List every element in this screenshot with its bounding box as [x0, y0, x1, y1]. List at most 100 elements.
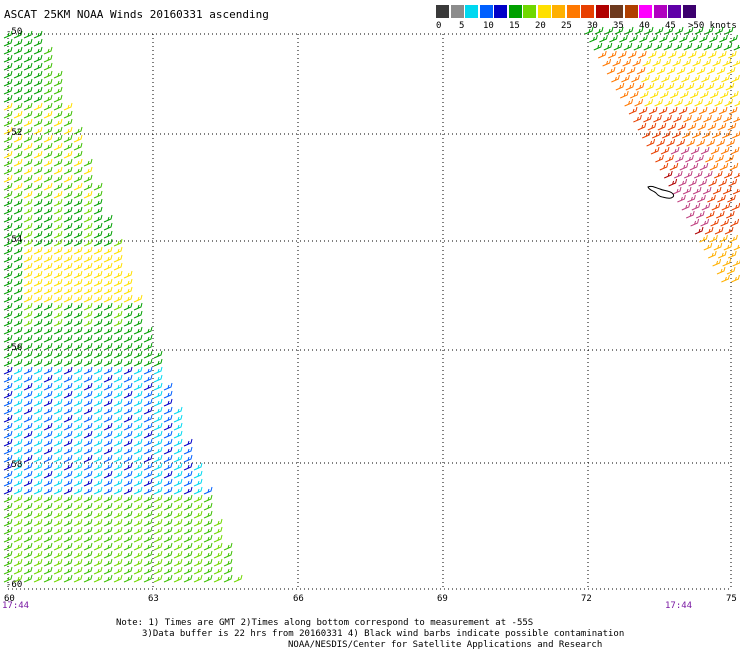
wind-barb: [53, 374, 63, 383]
wind-barb: [651, 74, 660, 83]
wind-barb: [33, 550, 43, 559]
wind-barb: [153, 494, 163, 503]
wind-barb: [43, 206, 53, 215]
legend-swatch: [581, 5, 594, 18]
wind-barb: [93, 510, 103, 519]
wind-barb: [23, 358, 33, 367]
wind-barb: [73, 150, 83, 159]
wind-barb: [23, 438, 33, 447]
wind-barb: [43, 278, 53, 287]
wind-barb: [731, 74, 740, 83]
legend-swatch: [610, 5, 623, 18]
wind-barb: [616, 66, 626, 75]
wind-barb: [23, 494, 33, 503]
wind-barb: [635, 82, 645, 91]
wind-barb: [653, 42, 663, 51]
wind-barb: [63, 158, 73, 167]
wind-barb: [93, 318, 103, 327]
wind-barb: [23, 558, 33, 567]
wind-barb: [695, 82, 705, 91]
wind-barb: [63, 374, 73, 383]
legend-swatch: [436, 5, 449, 18]
wind-barb: [113, 334, 123, 343]
wind-barb: [3, 158, 13, 167]
wind-barb: [153, 382, 163, 391]
wind-barb: [594, 26, 604, 35]
wind-barb: [728, 250, 737, 259]
legend-swatch: [566, 5, 580, 18]
wind-barb: [33, 398, 43, 407]
wind-barb: [53, 238, 63, 247]
wind-barb: [143, 438, 153, 447]
wind-barb: [43, 134, 53, 143]
wind-barb: [43, 406, 53, 415]
wind-barb: [123, 430, 133, 439]
wind-barb: [153, 518, 163, 527]
wind-barb: [23, 94, 33, 103]
wind-barb: [83, 206, 93, 215]
wind-barb: [668, 178, 678, 187]
wind-barb: [123, 550, 133, 559]
wind-barb: [103, 454, 113, 463]
wind-barb: [33, 158, 43, 167]
wind-barb: [13, 542, 23, 551]
wind-barb: [203, 534, 213, 543]
wind-barb: [143, 326, 153, 335]
wind-barb: [33, 62, 43, 71]
wind-barb: [13, 510, 23, 519]
wind-barb: [33, 518, 43, 527]
wind-barb: [33, 566, 43, 575]
wind-barb: [63, 214, 73, 223]
wind-barb: [63, 198, 73, 207]
wind-barb: [63, 382, 73, 391]
wind-barb: [699, 162, 709, 171]
wind-barb: [173, 518, 183, 527]
wind-barb: [83, 358, 93, 367]
wind-barb: [43, 342, 53, 351]
wind-barb: [53, 182, 63, 191]
wind-barb: [664, 26, 674, 35]
wind-barb: [33, 462, 43, 471]
wind-barb: [43, 70, 53, 79]
wind-barb: [213, 574, 223, 583]
wind-barb: [33, 438, 43, 447]
wind-barb: [43, 166, 53, 175]
wind-barb: [3, 70, 13, 79]
wind-barb: [63, 438, 73, 447]
wind-barb: [153, 414, 163, 423]
wind-barb: [83, 382, 93, 391]
wind-barb: [53, 334, 63, 343]
wind-barb: [13, 262, 23, 271]
wind-barb: [183, 478, 193, 487]
wind-barb: [33, 78, 43, 87]
wind-barb: [593, 42, 603, 51]
wind-barb: [143, 406, 153, 415]
wind-barb: [83, 182, 93, 191]
wind-barb: [23, 62, 33, 71]
wind-barb: [33, 182, 43, 191]
wind-barb: [13, 198, 23, 207]
wind-barb: [53, 358, 63, 367]
wind-barb: [723, 242, 733, 251]
wind-barb: [123, 406, 133, 415]
wind-barb: [163, 478, 173, 487]
wind-barb: [103, 494, 113, 503]
wind-barb: [13, 254, 23, 263]
wind-barb: [93, 254, 103, 263]
wind-barb: [709, 34, 718, 43]
note-line-3: NOAA/NESDIS/Center for Satellite Applica…: [288, 640, 603, 650]
wind-barb: [103, 262, 113, 271]
wind-barb: [93, 382, 103, 391]
wind-barb: [113, 502, 123, 511]
wind-barb: [733, 116, 740, 123]
wind-barb: [650, 146, 660, 155]
wind-barb: [598, 50, 607, 59]
wind-barb: [173, 422, 183, 431]
wind-barb: [93, 494, 103, 503]
wind-barb: [604, 26, 614, 35]
wind-barb: [714, 226, 724, 235]
wind-barb: [3, 382, 13, 391]
wind-barb: [679, 162, 689, 171]
wind-barb: [103, 486, 113, 495]
wind-barb: [726, 66, 736, 75]
